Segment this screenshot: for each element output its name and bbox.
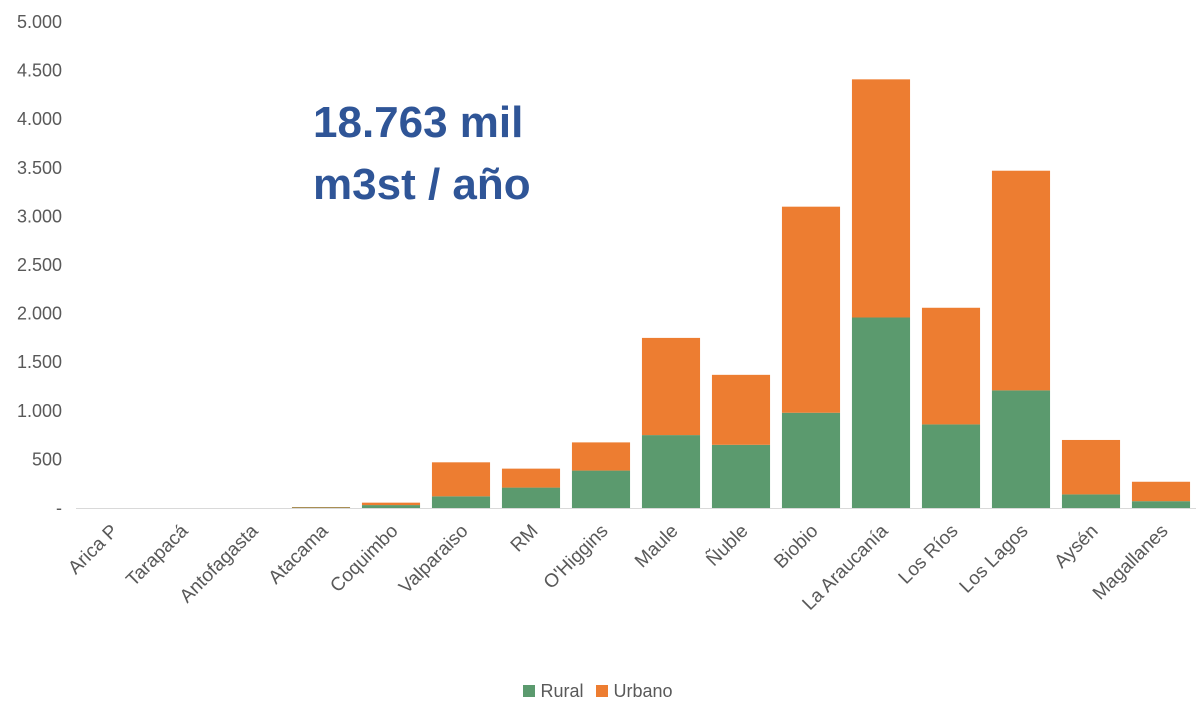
x-tick-label: Arica P xyxy=(64,521,122,579)
bar-urbano xyxy=(431,462,491,497)
x-tick-label: Valparaiso xyxy=(395,521,472,598)
y-tick-label: - xyxy=(56,498,62,518)
bar-urbano xyxy=(1061,439,1121,495)
y-tick-label: 1.500 xyxy=(17,352,62,372)
bar-urbano xyxy=(501,468,561,488)
bar-urbano xyxy=(991,170,1051,391)
x-tick-label: RM xyxy=(507,521,543,557)
y-tick-label: 4.000 xyxy=(17,109,62,129)
bar-urbano xyxy=(711,374,771,445)
bar-urbano xyxy=(641,337,701,436)
bar-rural xyxy=(571,470,631,508)
bar-rural xyxy=(641,435,701,508)
bar-rural xyxy=(1061,494,1121,508)
x-tick-label: Coquimbo xyxy=(326,521,402,597)
bar-urbano xyxy=(781,206,841,413)
x-tick-label: Aysén xyxy=(1051,521,1103,573)
bar-rural xyxy=(921,424,981,508)
y-axis: - 500 1.000 1.500 2.000 2.500 3.000 3.500 4.000 4… xyxy=(17,12,62,518)
annotation-line-1: 18.763 mil xyxy=(313,98,524,147)
y-tick-label: 5.000 xyxy=(17,12,62,32)
bar-rural xyxy=(711,444,771,508)
x-tick-label: Ñuble xyxy=(702,520,753,571)
bar-rural xyxy=(781,412,841,508)
y-tick-label: 2.000 xyxy=(17,304,62,324)
x-tick-label: Magallanes xyxy=(1089,521,1173,605)
bar-urbano xyxy=(361,502,421,506)
legend-swatch-urbano xyxy=(596,685,609,697)
bar-urbano xyxy=(851,79,911,318)
legend-item-rural: Rural xyxy=(523,680,583,702)
y-tick-label: 4.500 xyxy=(17,61,62,81)
bar-rural xyxy=(991,390,1051,508)
y-tick-label: 3.000 xyxy=(17,206,62,226)
bar-rural xyxy=(361,505,421,508)
y-tick-label: 2.500 xyxy=(17,255,62,275)
bar-urbano xyxy=(571,442,631,471)
bar-rural xyxy=(851,317,911,508)
x-tick-label: Los Lagos xyxy=(956,521,1033,598)
bars xyxy=(291,79,1191,508)
x-tick-label: Biobio xyxy=(770,521,822,573)
y-tick-label: 1.000 xyxy=(17,401,62,421)
annotation-line-2: m3st / año xyxy=(313,160,531,209)
legend: Rural Urbano xyxy=(0,680,1196,702)
legend-item-urbano: Urbano xyxy=(596,680,673,702)
x-tick-label: O'Higgins xyxy=(540,521,613,594)
legend-label-urbano: Urbano xyxy=(613,681,673,701)
bar-urbano xyxy=(1131,481,1191,502)
x-tick-label: Atacama xyxy=(265,520,333,588)
bar-rural xyxy=(431,496,491,508)
x-tick-label: Tarapacá xyxy=(122,520,192,590)
y-tick-label: 3.500 xyxy=(17,158,62,178)
total-annotation: 18.763 mil m3st / año xyxy=(313,92,531,216)
x-tick-label: Los Ríos xyxy=(895,521,963,589)
bar-urbano xyxy=(921,307,981,425)
bar-rural xyxy=(501,487,561,508)
y-tick-label: 500 xyxy=(32,449,62,469)
bar-rural xyxy=(1131,501,1191,508)
legend-label-rural: Rural xyxy=(540,681,584,701)
legend-swatch-rural xyxy=(523,685,536,697)
x-tick-label: Maule xyxy=(631,521,682,572)
